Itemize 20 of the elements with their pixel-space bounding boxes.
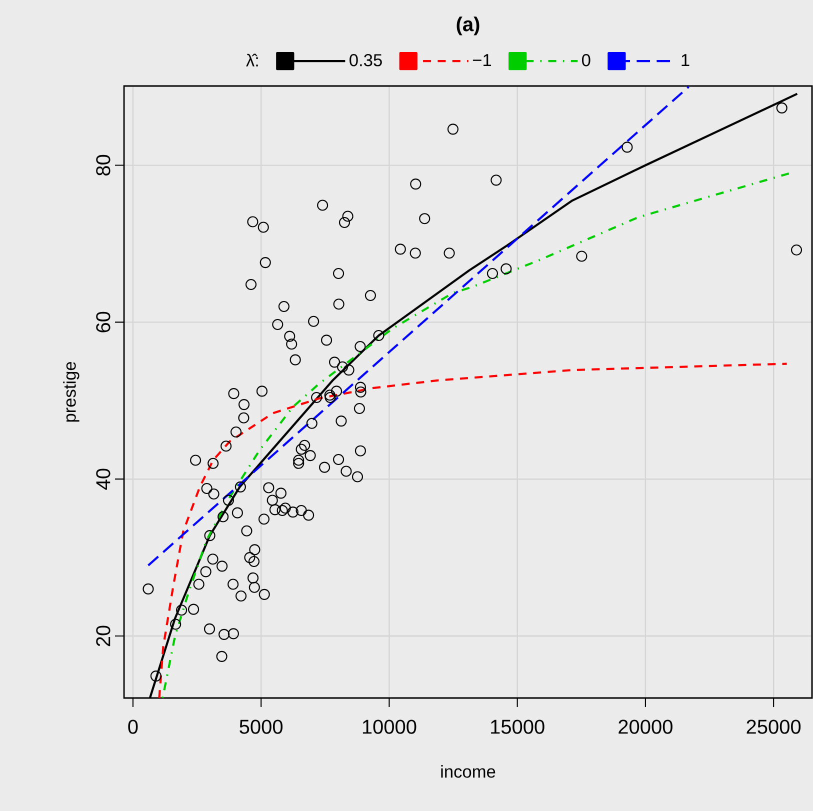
y-tick-label: 80 (96, 154, 110, 176)
x-axis-title: income (441, 765, 496, 778)
line-series (158, 362, 788, 698)
chart-title: (a) (456, 16, 480, 36)
legend-label: 0 (582, 54, 590, 66)
x-tick-label: 25000 (746, 720, 801, 734)
x-tick-label: 10000 (362, 720, 416, 734)
line-series (162, 172, 792, 698)
legend-title: λ̂: (246, 54, 258, 66)
y-tick-label: 40 (96, 468, 110, 490)
y-axis-title: prestige (63, 362, 80, 422)
y-tick-label: 60 (96, 312, 110, 332)
legend-label: −1 (472, 54, 492, 66)
x-tick-label: 0 (128, 720, 138, 734)
x-tick-label: 5000 (240, 720, 283, 734)
y-tick-label: 20 (96, 626, 110, 646)
legend-label: 1 (682, 54, 690, 66)
legend-label: 0.35 (350, 54, 382, 66)
x-tick-label: 15000 (491, 720, 544, 734)
x-tick-label: 20000 (618, 720, 672, 734)
